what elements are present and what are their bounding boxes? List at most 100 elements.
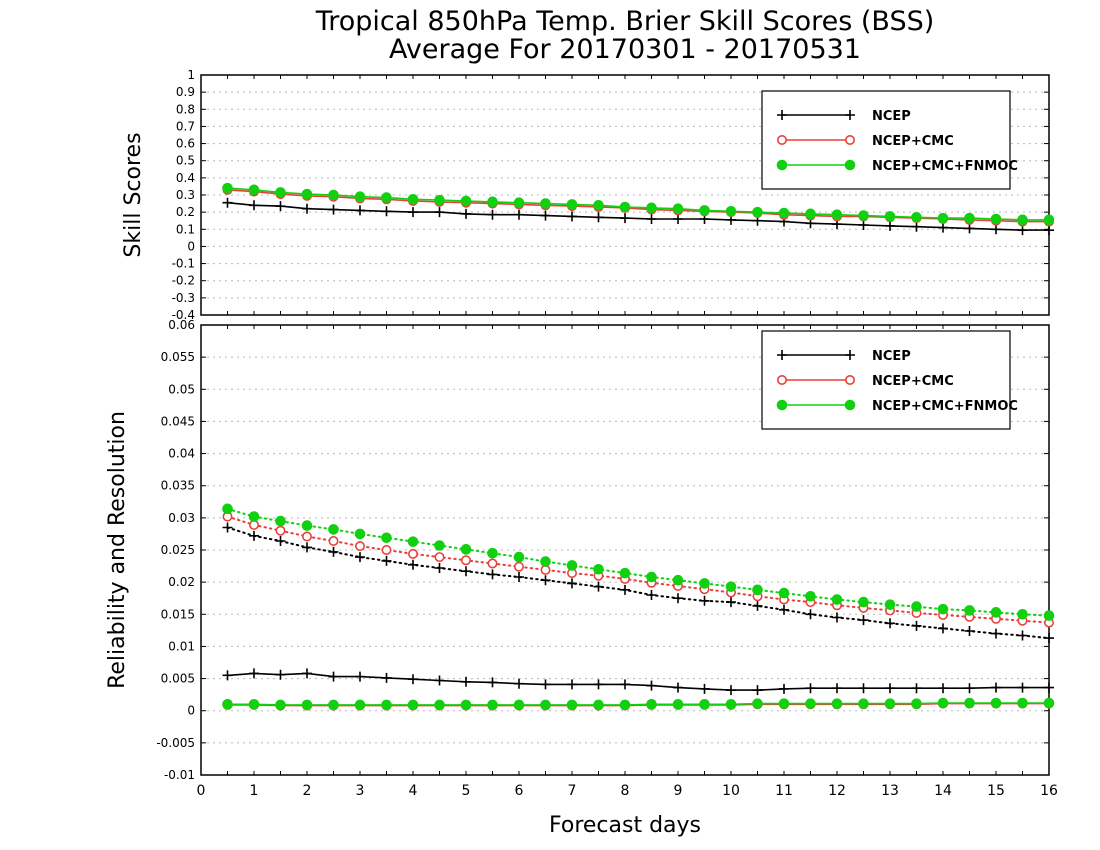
legend-marker — [777, 110, 787, 120]
data-point — [460, 699, 472, 711]
data-point — [222, 503, 233, 515]
data-point — [248, 511, 260, 522]
data-point — [1044, 633, 1054, 644]
data-point — [672, 203, 684, 215]
series-ncep — [222, 197, 1054, 236]
y-tick-label: 0.3 — [176, 188, 195, 202]
y-tick-label: 0.6 — [176, 137, 195, 151]
data-point — [487, 209, 498, 220]
data-point — [461, 676, 471, 687]
legend-marker — [845, 350, 855, 360]
data-point — [381, 544, 392, 555]
data-point — [275, 525, 286, 536]
data-point — [434, 552, 445, 563]
data-point — [249, 668, 259, 679]
data-point — [752, 584, 763, 596]
series-ncep-cmc-fnmoc-resolution — [222, 697, 1055, 711]
top-panel-ylabel: Skill Scores — [121, 132, 146, 257]
data-point — [672, 698, 684, 710]
data-point — [354, 191, 366, 203]
data-point — [593, 581, 604, 592]
legend-marker — [777, 350, 787, 360]
data-point — [355, 205, 365, 216]
data-point — [434, 675, 445, 686]
data-point — [407, 548, 418, 559]
data-point — [805, 609, 816, 620]
data-point — [699, 595, 710, 606]
data-point — [937, 697, 949, 709]
data-point — [831, 209, 843, 221]
data-point — [1017, 608, 1028, 620]
data-point — [964, 223, 975, 234]
data-point — [619, 201, 631, 213]
data-point — [487, 569, 498, 580]
x-axis-label: Forecast days — [549, 813, 701, 838]
data-point — [222, 698, 233, 710]
x-tick-label: 2 — [303, 783, 312, 799]
data-point — [487, 547, 498, 559]
data-point — [937, 212, 949, 224]
data-point — [381, 532, 392, 544]
data-point — [964, 683, 975, 694]
data-point — [354, 699, 366, 711]
x-tick-label: 7 — [568, 783, 577, 799]
data-point — [461, 208, 471, 219]
chart-title-line1: Tropical 850hPa Temp. Brier Skill Scores… — [315, 6, 935, 37]
data-point — [408, 559, 418, 570]
data-point — [540, 699, 551, 711]
data-point — [832, 612, 842, 623]
y-tick-label: -0.2 — [172, 274, 195, 288]
data-point — [885, 220, 895, 231]
data-point — [858, 596, 869, 608]
data-point — [540, 198, 551, 209]
data-point — [513, 551, 525, 563]
data-point — [301, 520, 313, 531]
y-tick-label: -0.01 — [164, 768, 195, 782]
data-point — [248, 698, 260, 710]
data-point — [460, 195, 472, 207]
data-point — [805, 698, 816, 709]
legend-label: NCEP — [872, 349, 911, 364]
data-point — [302, 542, 312, 553]
data-point — [964, 626, 975, 636]
data-point — [831, 594, 843, 605]
data-point — [858, 210, 869, 221]
data-point — [567, 679, 577, 690]
data-point — [805, 590, 816, 602]
data-point — [938, 222, 948, 233]
data-point — [275, 699, 286, 711]
legend-marker — [776, 135, 787, 146]
data-point — [990, 213, 1002, 225]
data-point — [991, 224, 1001, 235]
data-point — [460, 555, 471, 566]
data-point — [1017, 214, 1028, 226]
y-tick-label: -0.1 — [172, 257, 195, 271]
data-point — [620, 213, 630, 224]
y-tick-label: 0 — [187, 239, 195, 253]
data-point — [991, 682, 1001, 693]
data-point — [752, 685, 763, 696]
skill-scores-panel: 1 0.9 0.8 0.7 0.6 0.5 0.4 0.3 0.2 0.1 0 -0.1 -0.2 -0.… — [172, 68, 1055, 322]
data-point — [434, 540, 445, 551]
data-point — [593, 199, 604, 211]
legend-marker — [844, 135, 855, 146]
reliability-resolution-panel: 0.060.0550.050.0450.040.0350.030.0250.02… — [156, 318, 1058, 799]
data-point — [1044, 682, 1054, 693]
data-point — [540, 556, 551, 567]
data-point — [805, 208, 816, 220]
data-point — [355, 671, 365, 682]
bottom-panel-ylabel: Reliability and Resolution — [105, 411, 130, 689]
data-point — [275, 536, 286, 546]
data-point — [408, 207, 418, 218]
data-point — [885, 683, 895, 694]
x-tick-label: 0 — [197, 783, 206, 799]
data-point — [301, 531, 312, 542]
data-point — [937, 603, 949, 615]
data-point — [699, 698, 710, 710]
data-point — [275, 515, 286, 527]
data-point — [275, 669, 286, 680]
data-point — [779, 683, 789, 694]
legend-label: NCEP+CMC — [872, 374, 954, 389]
data-point — [567, 578, 577, 589]
data-point — [752, 206, 763, 218]
